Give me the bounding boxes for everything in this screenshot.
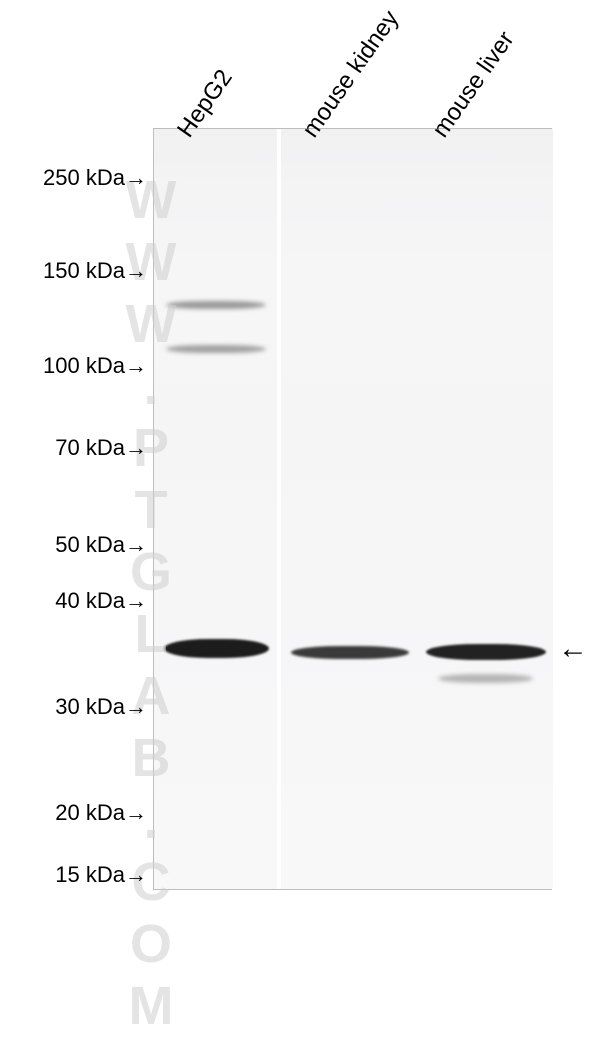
mw-marker-label: 70 kDa→ — [55, 435, 147, 461]
blot-lane — [281, 129, 418, 889]
lane-divider — [277, 129, 281, 889]
protein-band — [291, 646, 409, 659]
mw-marker-label: 150 kDa→ — [43, 258, 147, 284]
mw-marker-label: 30 kDa→ — [55, 694, 147, 720]
mw-marker-label: 50 kDa→ — [55, 532, 147, 558]
protein-band — [166, 301, 266, 309]
mw-marker-label: 40 kDa→ — [55, 588, 147, 614]
protein-band — [426, 644, 546, 660]
blot-membrane — [153, 128, 552, 890]
blot-lane — [418, 129, 553, 889]
mw-marker-label: 100 kDa→ — [43, 353, 147, 379]
target-band-arrow: ← — [558, 632, 588, 666]
protein-band — [166, 345, 266, 353]
protein-band — [164, 639, 269, 658]
mw-marker-label: 15 kDa→ — [55, 862, 147, 888]
protein-band — [438, 674, 533, 683]
blot-lane — [154, 129, 277, 889]
mw-marker-label: 20 kDa→ — [55, 800, 147, 826]
mw-marker-label: 250 kDa→ — [43, 165, 147, 191]
